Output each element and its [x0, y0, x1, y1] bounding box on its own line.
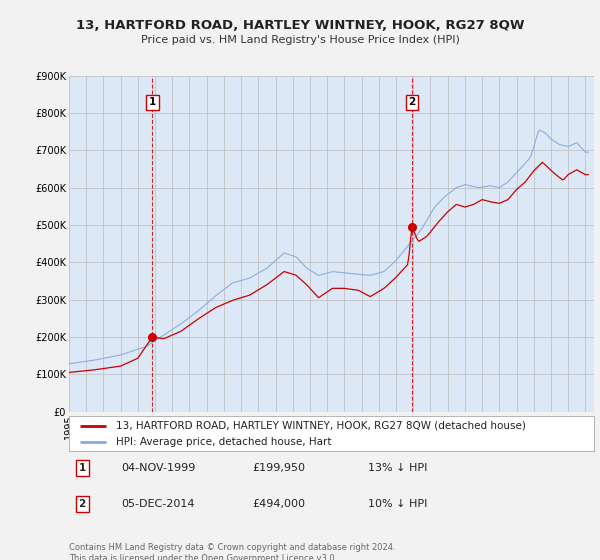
Text: HPI: Average price, detached house, Hart: HPI: Average price, detached house, Hart: [116, 437, 332, 447]
Text: £199,950: £199,950: [253, 463, 306, 473]
Text: Price paid vs. HM Land Registry's House Price Index (HPI): Price paid vs. HM Land Registry's House …: [140, 35, 460, 45]
Text: 13, HARTFORD ROAD, HARTLEY WINTNEY, HOOK, RG27 8QW (detached house): 13, HARTFORD ROAD, HARTLEY WINTNEY, HOOK…: [116, 421, 526, 431]
Text: 2: 2: [408, 97, 416, 108]
Text: £494,000: £494,000: [253, 499, 306, 509]
Text: Contains HM Land Registry data © Crown copyright and database right 2024.
This d: Contains HM Land Registry data © Crown c…: [69, 543, 395, 560]
Text: 2: 2: [79, 499, 86, 509]
Text: 13, HARTFORD ROAD, HARTLEY WINTNEY, HOOK, RG27 8QW: 13, HARTFORD ROAD, HARTLEY WINTNEY, HOOK…: [76, 18, 524, 32]
Text: 10% ↓ HPI: 10% ↓ HPI: [368, 499, 428, 509]
Text: 1: 1: [149, 97, 156, 108]
Text: 04-NOV-1999: 04-NOV-1999: [121, 463, 196, 473]
Text: 1: 1: [79, 463, 86, 473]
Text: 13% ↓ HPI: 13% ↓ HPI: [368, 463, 428, 473]
Text: 05-DEC-2014: 05-DEC-2014: [121, 499, 195, 509]
